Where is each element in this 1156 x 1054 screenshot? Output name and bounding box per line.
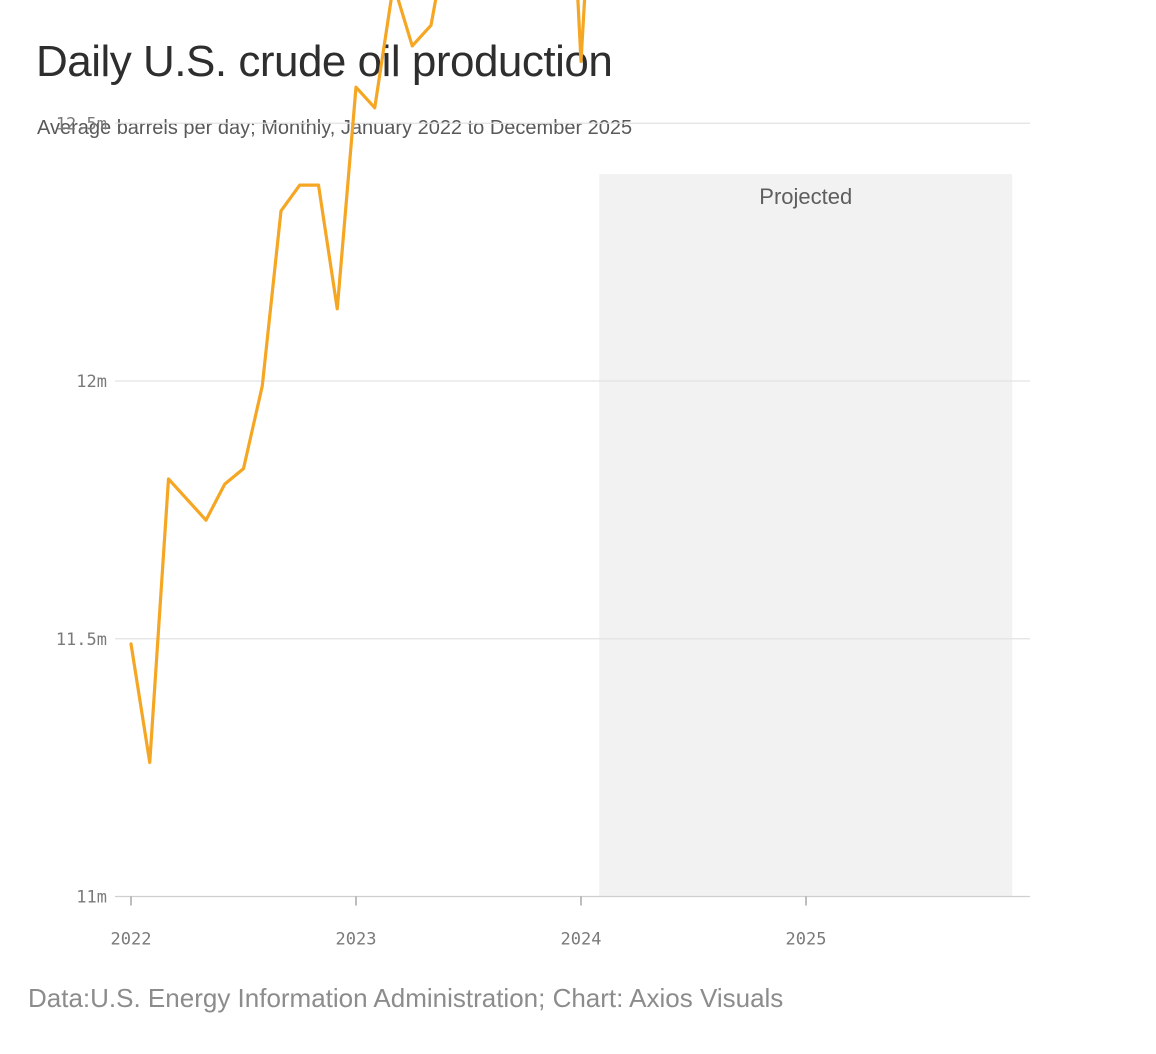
series-group [129, 0, 587, 765]
series-line [129, 0, 587, 765]
y-tick-label: 11m [76, 888, 107, 908]
gridlines [115, 122, 1030, 898]
x-tick-label: 2023 [336, 930, 377, 950]
projected-band-group [599, 174, 1013, 897]
y-tick-label: 12m [76, 372, 107, 392]
x-tick-label: 2025 [786, 930, 827, 950]
chart-subtitle: Average barrels per day; Monthly, Januar… [37, 117, 633, 139]
projected-label: Projected [759, 184, 852, 209]
source-note: Data:U.S. Energy Information Administrat… [28, 983, 784, 1013]
y-tick-label: 12.5m [56, 114, 107, 134]
x-tick-label: 2024 [561, 930, 602, 950]
annotations: Projected13.7m [759, 184, 852, 209]
chart-title: Daily U.S. crude oil production [36, 37, 613, 86]
x-tick-label: 2022 [111, 930, 152, 950]
projected-region [599, 174, 1013, 897]
y-tick-label: 11.5m [56, 630, 107, 650]
